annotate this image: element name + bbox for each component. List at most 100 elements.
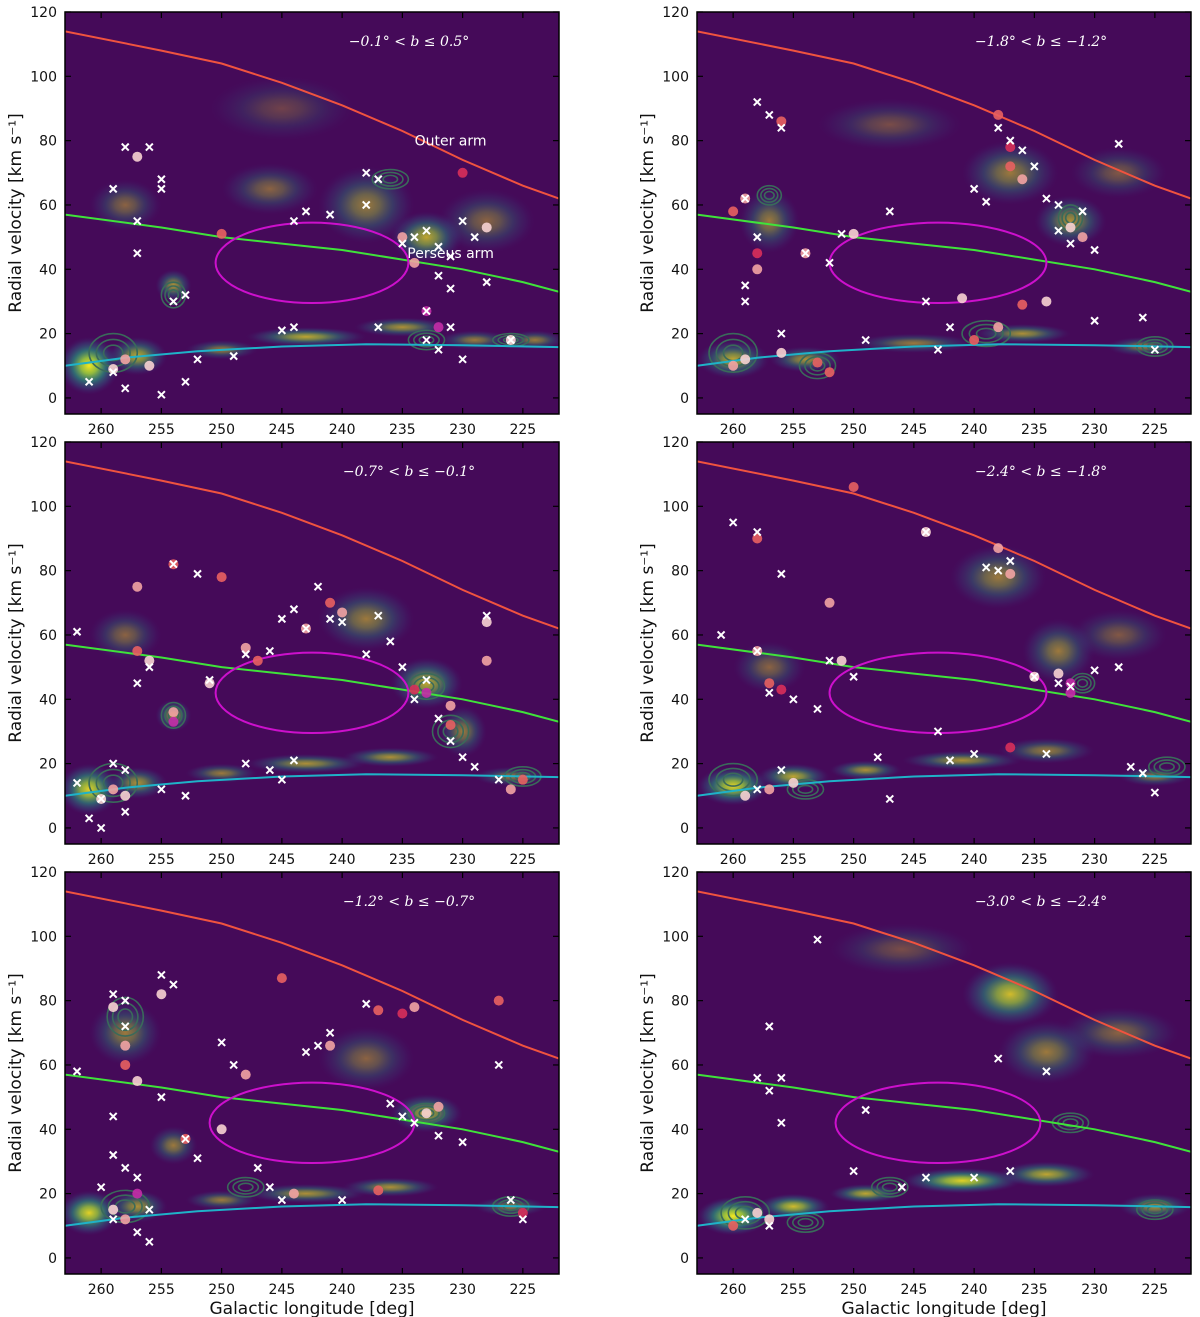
y-axis-title: Radial velocity [km s⁻¹] <box>6 973 26 1172</box>
contour-ring <box>1158 762 1175 772</box>
source-dot <box>325 1040 336 1051</box>
source-cross <box>121 765 130 775</box>
contour-ring <box>106 996 145 1037</box>
source-dot <box>969 335 980 346</box>
y-axis-title: Radial velocity [km s⁻¹] <box>638 973 658 1172</box>
source-cross <box>422 226 431 235</box>
y-tick-label: 60 <box>671 1058 689 1074</box>
source-cross <box>374 322 383 332</box>
source-cross <box>434 345 443 354</box>
contour-ring <box>413 1105 440 1121</box>
x-tick-label: 230 <box>1081 1282 1108 1298</box>
emission-blob <box>209 76 355 141</box>
source-cross <box>825 656 834 665</box>
contour-ring <box>708 332 759 373</box>
contour-ring <box>722 772 744 787</box>
emission-layer <box>697 923 1191 1236</box>
x-tick-label: 250 <box>208 852 235 868</box>
source-dot <box>108 363 119 374</box>
source-cross <box>133 216 142 226</box>
x-tick-label: 250 <box>840 422 867 438</box>
emission-layer <box>65 586 547 816</box>
source-cross <box>777 1118 786 1128</box>
source-cross <box>777 123 786 132</box>
plot-area <box>697 442 1191 844</box>
y-tick-label: 20 <box>39 1187 57 1203</box>
source-cross <box>133 248 142 258</box>
source-dot <box>1005 161 1016 172</box>
panels-group: −0.1° < b ≤ 0.5° Outer arm Perseus arm 260 2… <box>6 5 1192 1317</box>
source-dot <box>993 322 1004 333</box>
source-dot <box>1005 742 1016 753</box>
source-cross <box>145 662 154 672</box>
y-tick-label: 100 <box>662 69 689 85</box>
source-dot <box>409 1002 420 1013</box>
y-tick-label: 40 <box>39 1122 57 1138</box>
contour-ring <box>968 323 1004 344</box>
panel-2: −1.8° < b ≤ −1.2° 260 255 250 245 240 235 230 22… <box>638 5 1192 438</box>
source-cross <box>897 1182 907 1192</box>
source-cross <box>494 1060 503 1070</box>
source-dot <box>776 116 787 127</box>
x-tick-label: 255 <box>780 422 807 438</box>
emission-blob <box>245 1183 367 1204</box>
source-cross <box>981 197 991 206</box>
source-dot <box>276 973 287 984</box>
source-cross <box>969 184 979 194</box>
x-tick-label: 260 <box>720 852 747 868</box>
y-axis-title: Radial velocity [km s⁻¹] <box>6 113 26 312</box>
source-cross <box>96 823 106 833</box>
source-cross <box>434 714 443 723</box>
source-dot <box>240 642 251 653</box>
source-dot <box>216 572 227 583</box>
source-cross <box>121 142 130 152</box>
source-cross <box>1030 162 1039 171</box>
source-cross <box>410 1118 419 1128</box>
source-dot <box>517 1207 528 1218</box>
source-cross <box>434 271 443 280</box>
contour-ring <box>791 1214 819 1231</box>
source-cross <box>157 970 166 980</box>
panel-title: −3.0° < b ≤ −2.4° <box>975 894 1107 910</box>
source-cross <box>777 329 786 338</box>
contour-ring <box>226 1176 265 1198</box>
y-tick-label: 100 <box>30 929 57 945</box>
source-cross <box>96 794 106 804</box>
source-dot <box>216 1124 227 1135</box>
source-dot <box>993 543 1004 554</box>
source-cross <box>217 1038 226 1047</box>
source-dot <box>776 347 787 358</box>
contour-ring <box>1153 759 1181 775</box>
panel-title: −1.8° < b ≤ −1.2° <box>975 34 1107 50</box>
contour-ring <box>413 332 440 348</box>
source-cross <box>325 614 335 624</box>
source-dot <box>824 597 835 608</box>
emission-blob <box>829 760 902 780</box>
source-cross <box>157 175 166 184</box>
contour-ring <box>760 187 779 203</box>
source-cross <box>241 759 250 768</box>
source-cross <box>969 749 979 759</box>
contour-ring <box>961 319 1012 348</box>
x-tick-label: 240 <box>961 852 988 868</box>
source-cross <box>1006 136 1015 145</box>
source-cross <box>470 762 479 772</box>
source-cross <box>470 232 479 242</box>
y-tick-label: 80 <box>671 564 689 580</box>
y-tick-label: 120 <box>662 865 689 881</box>
source-cross <box>205 675 214 685</box>
x-tick-label: 250 <box>840 852 867 868</box>
source-cross <box>374 611 383 620</box>
source-dot <box>445 720 456 731</box>
y-tick-label: 0 <box>680 391 689 407</box>
local-arm-curve <box>697 773 1191 797</box>
source-cross <box>1042 194 1051 203</box>
source-cross <box>313 582 323 591</box>
y-tick-label: 80 <box>39 564 57 580</box>
source-dot <box>445 700 456 711</box>
source-cross <box>157 390 166 399</box>
local-arm-curve <box>697 343 1191 367</box>
contour-ring <box>407 672 446 701</box>
emission-blob <box>962 140 1059 205</box>
